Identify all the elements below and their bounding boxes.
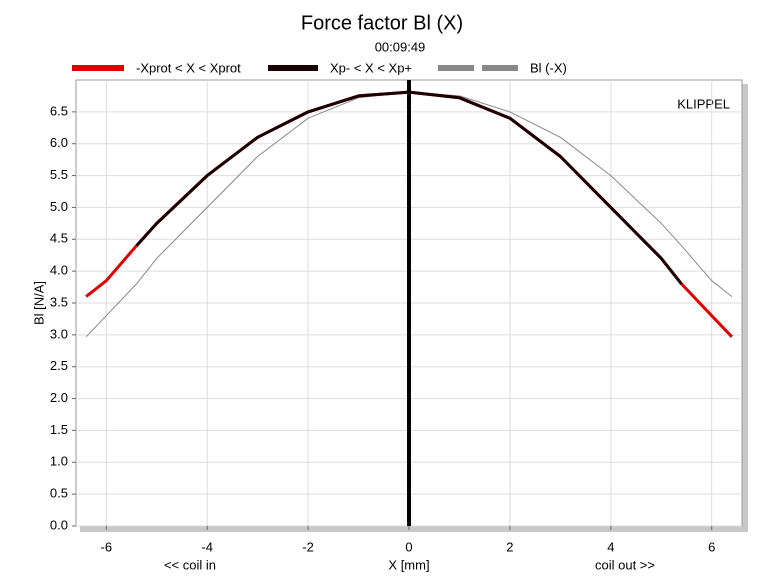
y-tick-label: 0.0 (50, 517, 68, 532)
y-tick-label: 6.5 (50, 103, 68, 118)
x-note-right: coil out >> (595, 557, 655, 572)
y-tick-label: 2.5 (50, 358, 68, 373)
y-tick-label: 5.5 (50, 167, 68, 182)
y-tick-label: 1.0 (50, 454, 68, 469)
x-tick-label: 6 (708, 539, 715, 554)
x-tick-label: -6 (100, 539, 112, 554)
x-tick-label: -2 (302, 539, 314, 554)
watermark: KLIPPEL (677, 96, 730, 111)
legend-label: Bl (-X) (530, 60, 567, 75)
y-tick-label: 3.0 (50, 326, 68, 341)
y-tick-label: 4.0 (50, 263, 68, 278)
x-note-left: << coil in (164, 557, 216, 572)
x-tick-label: 2 (506, 539, 513, 554)
y-tick-label: 4.5 (50, 231, 68, 246)
y-tick-label: 5.0 (50, 199, 68, 214)
x-tick-label: 4 (607, 539, 614, 554)
legend-label: -Xprot < X < Xprot (136, 60, 241, 75)
x-tick-label: -4 (201, 539, 213, 554)
y-tick-label: 3.5 (50, 294, 68, 309)
chart-title: Force factor Bl (X) (301, 12, 463, 34)
y-tick-label: 6.0 (50, 135, 68, 150)
x-tick-label: 0 (405, 539, 412, 554)
y-tick-label: 0.5 (50, 486, 68, 501)
x-axis-label: X [mm] (388, 557, 429, 572)
y-tick-label: 1.5 (50, 422, 68, 437)
legend-label: Xp- < X < Xp+ (330, 60, 412, 75)
chart-subtitle: 00:09:49 (375, 39, 426, 54)
y-axis-label: Bl [N/A] (31, 281, 46, 325)
y-tick-label: 2.0 (50, 390, 68, 405)
